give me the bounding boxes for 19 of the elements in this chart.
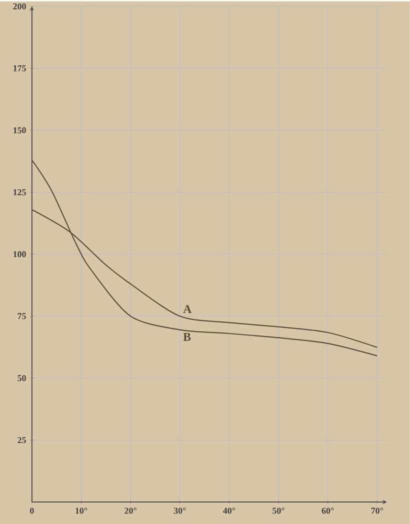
x-tick-label: 60° — [322, 508, 334, 514]
x-tick-label: 20° — [124, 508, 136, 514]
y-tick-label: 150 — [14, 127, 26, 134]
x-tick-label: 30° — [174, 508, 186, 514]
x-tick-label: 50° — [272, 508, 284, 514]
y-tick-label: 75 — [18, 313, 26, 320]
series-label: A — [183, 305, 192, 313]
x-tick-label: 70° — [371, 508, 383, 514]
x-tick-label: 40° — [223, 508, 236, 514]
x-tick-label: 0 — [30, 508, 34, 514]
y-tick-label: 25 — [18, 437, 26, 444]
x-tick-label: 10° — [76, 508, 88, 514]
y-tick-label: 100 — [14, 251, 26, 258]
y-tick-label: 175 — [14, 65, 26, 72]
y-tick-label: 50 — [18, 375, 26, 382]
line-series — [31, 159, 378, 356]
y-tick-label: 125 — [14, 189, 26, 196]
y-tick-label: 200 — [13, 3, 26, 10]
series-label: B — [183, 332, 191, 341]
